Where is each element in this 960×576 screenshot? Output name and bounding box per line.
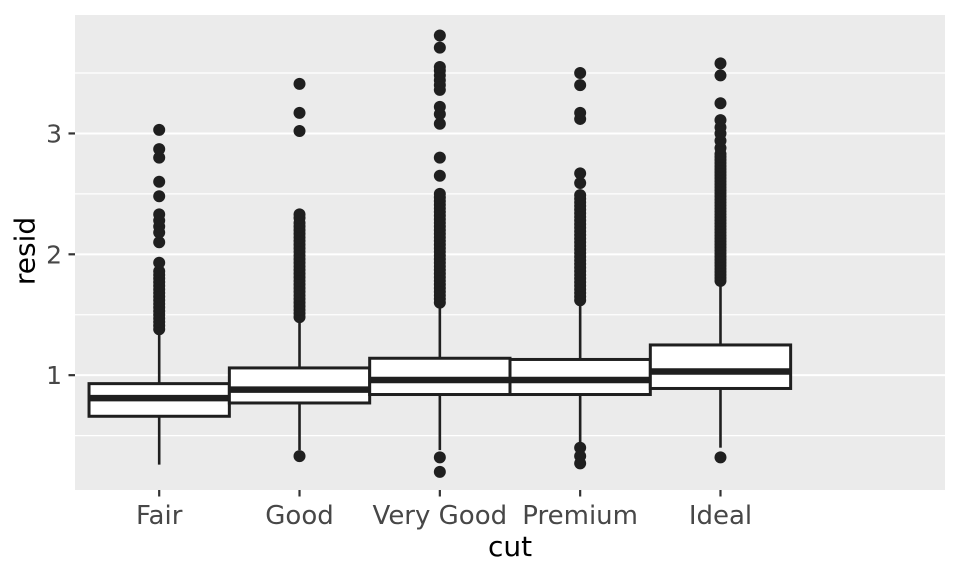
outlier-dot-ideal: [714, 69, 727, 82]
outlier-dot-ideal: [714, 451, 727, 464]
outlier-dot-premium: [574, 67, 587, 80]
outlier-dot-good: [293, 125, 306, 138]
y-tick-label-3: 3: [46, 119, 62, 148]
outlier-dot-fair: [153, 151, 166, 164]
box-ideal: [648, 343, 793, 390]
outlier-dot-premium: [574, 441, 587, 454]
x-tick-label-very-good: Very Good: [373, 501, 508, 531]
outlier-dot-very-good: [433, 117, 446, 130]
outlier-dot-ideal: [714, 57, 727, 70]
outlier-dot-good: [293, 77, 306, 90]
outlier-dot-very-good: [433, 41, 446, 54]
outlier-dot-very-good: [433, 100, 446, 113]
outlier-dot-good: [293, 208, 306, 221]
outlier-dot-fair: [153, 236, 166, 249]
outlier-dot-fair: [153, 256, 166, 269]
outlier-dot-premium: [574, 189, 587, 202]
outlier-dot-fair: [153, 190, 166, 203]
x-tick-label-ideal: Ideal: [689, 501, 752, 531]
outlier-dot-very-good: [433, 465, 446, 478]
outlier-dot-very-good: [433, 29, 446, 42]
y-tick-label-1: 1: [46, 361, 62, 390]
outlier-dot-ideal: [714, 97, 727, 110]
outlier-dot-premium: [574, 457, 587, 470]
outlier-dot-premium: [574, 79, 587, 92]
outlier-dot-fair: [153, 123, 166, 136]
box-very-good: [368, 356, 512, 397]
outlier-dot-premium: [574, 106, 587, 119]
plot-panel: [75, 15, 945, 490]
outlier-dot-very-good: [433, 187, 446, 200]
x-axis-title: cut: [487, 530, 533, 563]
outlier-dot-good: [293, 106, 306, 119]
y-axis-title: resid: [8, 216, 42, 286]
outlier-dot-premium: [574, 167, 587, 180]
x-tick-label-fair: Fair: [136, 501, 183, 531]
outlier-dot-premium: [574, 177, 587, 190]
outlier-dot-very-good: [433, 60, 446, 73]
y-tick-label-2: 2: [46, 240, 62, 269]
outlier-dot-fair: [153, 208, 166, 221]
outlier-dot-fair: [153, 265, 166, 278]
outlier-dot-very-good: [433, 451, 446, 464]
box-good: [227, 366, 372, 405]
x-tick-label-good: Good: [265, 501, 333, 531]
x-tick-label-premium: Premium: [522, 501, 638, 531]
outlier-dot-very-good: [433, 169, 446, 182]
outlier-dot-ideal: [714, 114, 727, 127]
outlier-dot-fair: [153, 175, 166, 188]
outlier-dot-fair: [153, 143, 166, 156]
outlier-dot-very-good: [433, 151, 446, 164]
outlier-dot-good: [293, 450, 306, 463]
